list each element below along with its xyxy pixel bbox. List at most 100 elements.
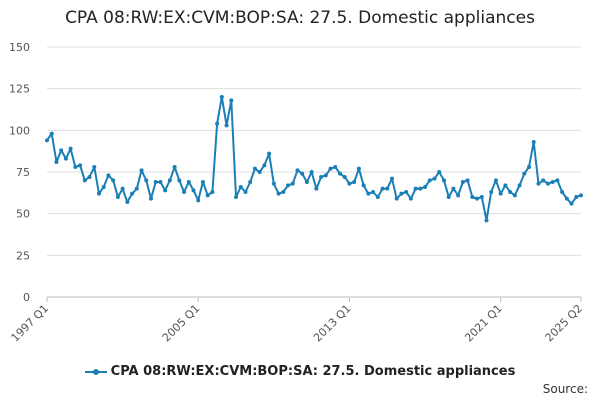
data-point [45, 138, 49, 143]
data-point [475, 196, 480, 201]
data-point [366, 191, 371, 196]
data-point [328, 166, 333, 171]
data-point [252, 166, 257, 171]
data-point [158, 180, 163, 184]
data-point [517, 183, 522, 188]
chart-title: CPA 08:RW:EX:CVM:BOP:SA: 27.5. Domestic … [65, 8, 535, 28]
data-point [574, 195, 579, 199]
data-point [323, 173, 328, 178]
data-point [96, 191, 101, 196]
data-point [361, 183, 366, 188]
data-point [545, 181, 550, 186]
data-point [389, 176, 394, 181]
data-point [522, 171, 527, 176]
data-point [106, 173, 111, 178]
x-tick-label: 2013 Q1 [311, 302, 354, 345]
data-point [309, 170, 314, 174]
data-point [456, 193, 461, 198]
data-point [130, 191, 135, 196]
data-point [437, 170, 442, 174]
x-tick-label: 2005 Q1 [160, 302, 203, 345]
data-point [262, 163, 267, 168]
data-point [78, 163, 83, 168]
data-point [148, 196, 153, 201]
data-point [460, 180, 465, 184]
data-point [512, 193, 517, 198]
data-point [243, 190, 248, 194]
data-point [87, 175, 92, 179]
data-point [441, 178, 446, 183]
x-tick-label: 2025 Q2 [543, 302, 586, 345]
data-point [186, 180, 191, 184]
data-point [560, 190, 565, 194]
data-point [394, 196, 399, 201]
data-point [356, 166, 361, 171]
x-tick-label: 1997 Q1 [9, 302, 52, 345]
y-tick-label: 50 [16, 208, 30, 221]
data-point [290, 181, 295, 186]
data-point [276, 191, 281, 196]
data-point [234, 195, 239, 199]
y-axis-tick-labels: 0 25 50 75 100 125 150 [9, 41, 30, 304]
y-tick-label: 150 [9, 41, 30, 54]
data-point [342, 175, 347, 179]
data-point [536, 181, 541, 186]
data-point [470, 195, 475, 199]
data-point [144, 178, 149, 183]
data-point [371, 190, 376, 194]
data-point [408, 196, 413, 201]
legend: CPA 08:RW:EX:CVM:BOP:SA: 27.5. Domestic … [0, 364, 600, 379]
data-point [210, 190, 215, 194]
data-point [172, 165, 177, 169]
data-point [63, 156, 68, 161]
data-point [191, 188, 196, 193]
data-point [68, 146, 73, 151]
y-tick-label: 75 [16, 166, 30, 179]
data-point [115, 195, 120, 199]
data-point [139, 168, 144, 173]
data-point [134, 186, 139, 191]
data-point [337, 171, 342, 176]
y-tick-label: 125 [9, 83, 30, 96]
data-point [569, 201, 574, 206]
data-point [153, 180, 158, 184]
data-point [385, 186, 390, 191]
data-point [54, 160, 59, 164]
data-point [182, 190, 187, 194]
data-point [352, 180, 357, 184]
data-point [503, 183, 508, 188]
legend-label: CPA 08:RW:EX:CVM:BOP:SA: 27.5. Domestic … [110, 364, 516, 379]
data-point [333, 165, 338, 169]
data-point [271, 181, 276, 186]
data-point [380, 186, 385, 191]
data-point [163, 188, 168, 193]
data-point [286, 183, 291, 188]
data-point [177, 178, 182, 183]
data-point [489, 190, 494, 194]
data-point [82, 178, 87, 183]
data-point [120, 186, 125, 191]
y-tick-label: 100 [9, 124, 30, 137]
data-point [375, 195, 380, 199]
data-point [399, 191, 404, 196]
legend-swatch [84, 367, 107, 377]
data-point [465, 178, 470, 183]
data-point [446, 195, 451, 199]
data-point [304, 180, 309, 184]
data-point [347, 181, 352, 186]
data-point [314, 186, 319, 191]
data-point [423, 185, 428, 189]
data-point [555, 178, 560, 183]
data-point [404, 190, 409, 194]
data-point [49, 131, 54, 136]
x-tick-label: 2021 Q1 [462, 302, 505, 345]
data-point [432, 176, 437, 181]
data-point [295, 168, 300, 173]
data-point [508, 190, 513, 194]
data-point [451, 186, 456, 191]
data-point [215, 121, 220, 126]
data-point [224, 123, 229, 128]
data-point [229, 98, 234, 103]
data-point [413, 186, 418, 191]
